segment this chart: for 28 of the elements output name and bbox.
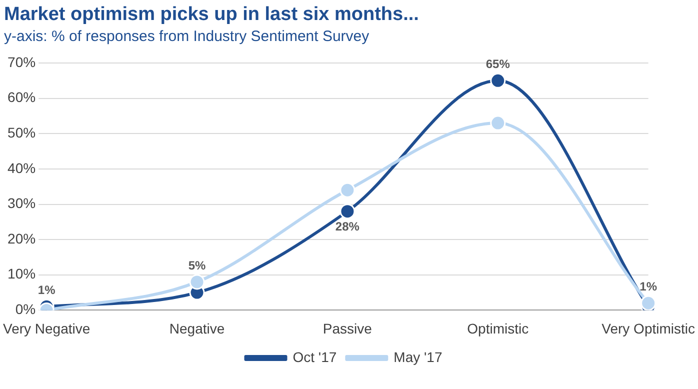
x-tick-label: Passive bbox=[322, 320, 372, 336]
y-tick-label: 70% bbox=[8, 54, 36, 70]
point bbox=[340, 204, 356, 220]
y-tick-label: 20% bbox=[8, 230, 36, 246]
y-tick-label: 30% bbox=[8, 195, 36, 212]
x-tick-label: Negative bbox=[169, 320, 225, 336]
data-label: 5% bbox=[188, 258, 206, 272]
point bbox=[640, 295, 656, 310]
data-label: 65% bbox=[486, 56, 510, 71]
point bbox=[490, 115, 506, 131]
data-label: 1% bbox=[640, 279, 658, 294]
legend-label: Oct '17 bbox=[292, 348, 337, 365]
point bbox=[490, 72, 506, 88]
point bbox=[340, 182, 356, 198]
data-label: 1% bbox=[38, 282, 56, 297]
x-tick-label: Optimistic bbox=[467, 320, 529, 336]
chart-subtitle: y-axis: % of responses from Industry Sentiment Survey bbox=[4, 28, 370, 45]
data-label: 28% bbox=[335, 220, 360, 234]
y-tick-label: 10% bbox=[8, 266, 36, 282]
y-tick-label: 40% bbox=[8, 160, 36, 176]
y-tick-label: 0% bbox=[15, 301, 36, 318]
point bbox=[189, 274, 205, 290]
x-tick-label: Very Negative bbox=[2, 320, 90, 336]
y-tick-label: 60% bbox=[8, 89, 36, 106]
chart-title: Market optimism picks up in last six months... bbox=[4, 4, 420, 26]
y-tick-label: 50% bbox=[8, 124, 36, 140]
x-tick-label: Very Optimistic bbox=[602, 320, 696, 336]
legend-label: May '17 bbox=[394, 348, 442, 365]
